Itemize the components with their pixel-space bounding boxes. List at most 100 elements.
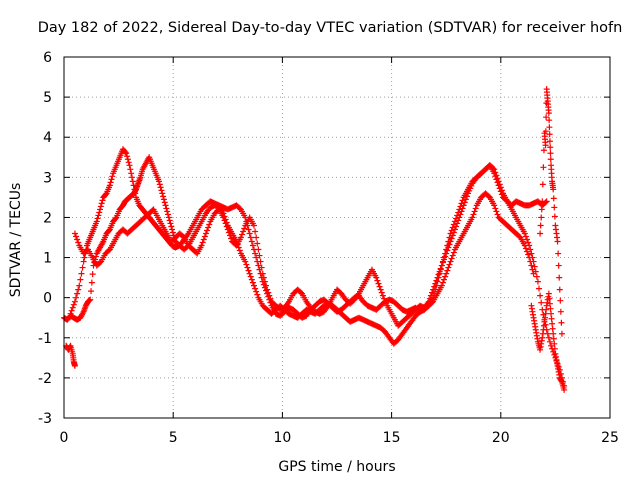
data-point	[447, 230, 454, 237]
data-point	[200, 236, 207, 243]
data-point	[253, 234, 260, 241]
data-point	[163, 205, 170, 212]
data-point	[550, 330, 557, 337]
data-point	[456, 206, 463, 213]
data-point	[377, 286, 384, 293]
data-point	[251, 282, 258, 289]
x-tick-label: 15	[383, 430, 401, 446]
data-point	[439, 279, 446, 286]
y-tick-label: 4	[43, 130, 52, 146]
data-point	[127, 166, 134, 173]
data-point	[109, 173, 116, 180]
data-point	[199, 239, 206, 246]
data-point	[74, 290, 81, 297]
data-point	[67, 310, 74, 317]
data-point	[252, 228, 259, 235]
data-point	[247, 273, 254, 280]
data-point	[71, 362, 78, 369]
data-point	[157, 184, 164, 191]
data-point	[472, 205, 479, 212]
data-point	[451, 218, 458, 225]
data-point	[494, 179, 501, 186]
data-point	[443, 246, 450, 253]
data-point	[92, 253, 99, 260]
data-point	[112, 215, 119, 222]
data-point	[106, 182, 113, 189]
data-point	[253, 288, 260, 295]
data-point	[546, 300, 553, 307]
data-point	[443, 270, 450, 277]
data-point	[555, 250, 562, 257]
x-axis-label: GPS time / hours	[278, 459, 395, 475]
data-point	[242, 258, 249, 265]
data-point	[445, 238, 452, 245]
data-point	[259, 270, 266, 277]
data-point	[254, 240, 261, 247]
data-point	[471, 208, 478, 215]
data-point	[554, 238, 561, 245]
data-point	[88, 279, 95, 286]
y-tick-labels: -3 -2 -1 0 1 2 3 4 5 6	[38, 50, 52, 427]
data-point	[550, 335, 557, 342]
data-point	[531, 263, 538, 270]
data-point	[470, 211, 477, 218]
data-point	[447, 258, 454, 265]
data-point	[93, 218, 100, 225]
data-point	[75, 239, 82, 246]
data-point	[162, 202, 169, 209]
data-point	[241, 225, 248, 232]
data-point	[450, 221, 457, 228]
data-point	[549, 325, 556, 332]
data-point	[449, 224, 456, 231]
data-point	[88, 288, 95, 295]
data-point	[95, 212, 102, 219]
x-tick-labels: 0 5 10 15 20 25	[60, 430, 619, 446]
y-tick-label: 3	[43, 170, 52, 186]
data-point	[469, 214, 476, 221]
data-point	[448, 227, 455, 234]
data-point	[491, 170, 498, 177]
data-point	[264, 286, 271, 293]
data-point	[132, 190, 139, 197]
data-point	[540, 164, 547, 171]
data-point	[547, 150, 554, 157]
data-point	[441, 276, 448, 283]
data-point	[379, 292, 386, 299]
data-point	[258, 264, 265, 271]
data-point	[542, 128, 549, 135]
data-point	[75, 286, 82, 293]
data-point	[164, 208, 171, 215]
data-point	[76, 282, 83, 289]
data-point	[165, 211, 172, 218]
data-point	[524, 248, 531, 255]
y-tick-label: -2	[38, 371, 52, 387]
data-point	[546, 131, 553, 138]
y-tick-label: 5	[43, 90, 52, 106]
data-point	[516, 233, 523, 240]
data-point	[204, 227, 211, 234]
data-point	[243, 261, 250, 268]
data-point	[537, 292, 544, 299]
data-point	[222, 220, 229, 227]
data-point	[74, 236, 81, 243]
data-point	[159, 190, 166, 197]
data-point	[538, 214, 545, 221]
data-point	[375, 280, 382, 287]
data-point	[260, 274, 267, 281]
y-tick-label: 0	[43, 291, 52, 307]
data-point	[206, 221, 213, 228]
data-point	[201, 233, 208, 240]
data-point	[522, 233, 529, 240]
data-point	[122, 149, 129, 156]
data-point	[68, 307, 75, 314]
data-point	[245, 226, 252, 233]
x-tick-label: 5	[169, 430, 178, 446]
data-point	[123, 150, 130, 157]
data-point	[558, 330, 565, 337]
data-point	[429, 299, 436, 306]
data-point	[528, 262, 535, 269]
data-point	[446, 261, 453, 268]
data-point	[73, 233, 80, 240]
data-point	[442, 273, 449, 280]
data-point	[492, 205, 499, 212]
